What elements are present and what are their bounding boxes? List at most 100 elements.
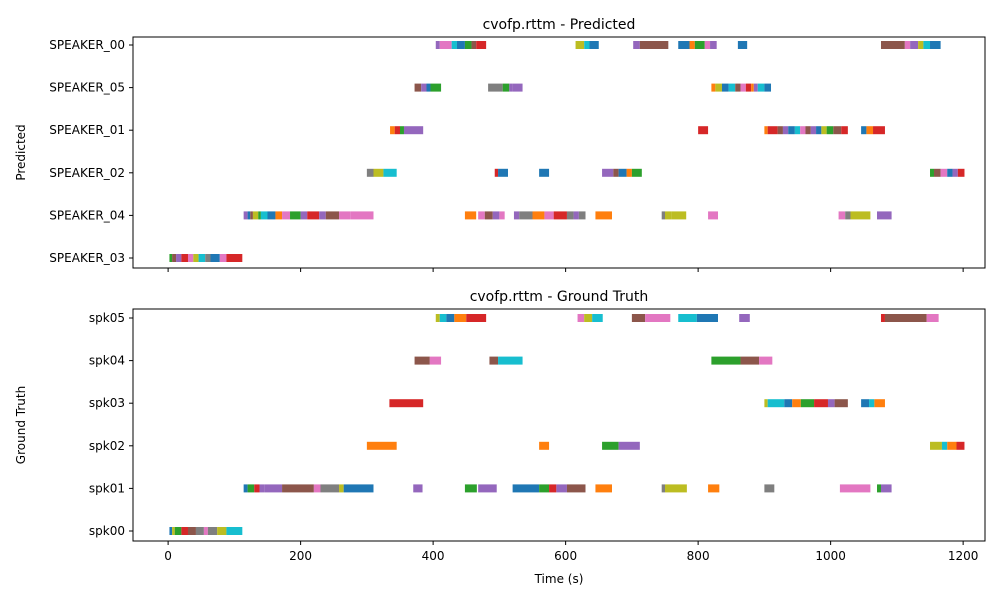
segment-SPEAKER_05 bbox=[414, 83, 422, 92]
segment-spk01 bbox=[708, 484, 720, 493]
segment-spk05 bbox=[446, 314, 455, 322]
segment-SPEAKER_00 bbox=[439, 41, 452, 49]
segment-spk05 bbox=[696, 314, 718, 322]
segment-SPEAKER_00 bbox=[689, 41, 695, 49]
segment-spk01 bbox=[880, 484, 892, 493]
segment-SPEAKER_05 bbox=[430, 83, 442, 92]
segment-SPEAKER_01 bbox=[767, 126, 778, 135]
x-tick-label: 600 bbox=[554, 549, 577, 563]
segment-SPEAKER_00 bbox=[694, 41, 705, 49]
segment-SPEAKER_05 bbox=[512, 83, 523, 92]
segment-SPEAKER_04 bbox=[464, 211, 477, 220]
segment-SPEAKER_02 bbox=[930, 168, 934, 177]
segment-SPEAKER_04 bbox=[300, 211, 308, 220]
y-axis-label: Ground Truth bbox=[14, 386, 28, 464]
segment-spk03 bbox=[861, 399, 870, 408]
segment-SPEAKER_03 bbox=[187, 254, 194, 262]
segment-SPEAKER_01 bbox=[800, 126, 806, 135]
segment-SPEAKER_04 bbox=[307, 211, 320, 220]
segment-spk03 bbox=[869, 399, 875, 408]
segment-SPEAKER_03 bbox=[219, 254, 227, 262]
segment-SPEAKER_00 bbox=[704, 41, 711, 49]
segment-SPEAKER_02 bbox=[952, 168, 958, 177]
segment-SPEAKER_01 bbox=[403, 126, 424, 135]
segment-SPEAKER_02 bbox=[631, 168, 642, 177]
segment-spk05 bbox=[454, 314, 467, 322]
segment-spk01 bbox=[339, 484, 344, 493]
segment-spk03 bbox=[814, 399, 828, 408]
segment-SPEAKER_01 bbox=[810, 126, 817, 135]
segment-SPEAKER_01 bbox=[816, 126, 822, 135]
segment-spk01 bbox=[661, 484, 665, 493]
segment-SPEAKER_05 bbox=[745, 83, 752, 92]
segment-spk04 bbox=[740, 356, 760, 365]
segment-SPEAKER_04 bbox=[850, 211, 871, 220]
segment-spk00 bbox=[174, 527, 182, 535]
segment-spk01 bbox=[665, 484, 687, 493]
segment-spk00 bbox=[172, 527, 175, 535]
segment-SPEAKER_03 bbox=[198, 254, 206, 262]
segment-spk01 bbox=[282, 484, 314, 493]
segment-SPEAKER_04 bbox=[553, 211, 567, 220]
segment-SPEAKER_04 bbox=[282, 211, 291, 220]
segment-SPEAKER_03 bbox=[176, 254, 182, 262]
segment-SPEAKER_03 bbox=[193, 254, 199, 262]
segment-spk00 bbox=[226, 527, 243, 535]
segment-spk01 bbox=[549, 484, 557, 493]
y-axis-label: Predicted bbox=[14, 124, 28, 180]
segment-SPEAKER_00 bbox=[678, 41, 690, 49]
segment-spk01 bbox=[764, 484, 775, 493]
segment-SPEAKER_04 bbox=[513, 211, 520, 220]
segment-SPEAKER_05 bbox=[509, 83, 513, 92]
segment-spk01 bbox=[243, 484, 248, 493]
segment-SPEAKER_04 bbox=[838, 211, 846, 220]
x-tick-label: 0 bbox=[164, 549, 172, 563]
segment-SPEAKER_04 bbox=[243, 211, 248, 220]
segment-SPEAKER_03 bbox=[172, 254, 177, 262]
segment-SPEAKER_04 bbox=[708, 211, 719, 220]
x-tick-label: 800 bbox=[687, 549, 710, 563]
segment-spk04 bbox=[498, 356, 523, 365]
segment-spk01 bbox=[566, 484, 586, 493]
segment-SPEAKER_03 bbox=[205, 254, 211, 262]
segment-SPEAKER_04 bbox=[252, 211, 259, 220]
segment-spk01 bbox=[512, 484, 540, 493]
y-tick-label: SPEAKER_03 bbox=[49, 251, 125, 265]
segment-SPEAKER_01 bbox=[777, 126, 783, 135]
segment-SPEAKER_01 bbox=[390, 126, 395, 135]
segment-SPEAKER_00 bbox=[451, 41, 457, 49]
segment-spk05 bbox=[584, 314, 593, 322]
segment-SPEAKER_04 bbox=[350, 211, 374, 220]
segment-spk01 bbox=[343, 484, 374, 493]
segment-SPEAKER_00 bbox=[710, 41, 717, 49]
segment-spk05 bbox=[678, 314, 697, 322]
y-tick-label: SPEAKER_00 bbox=[49, 38, 125, 52]
segment-SPEAKER_00 bbox=[904, 41, 911, 49]
segment-SPEAKER_04 bbox=[532, 211, 545, 220]
segment-SPEAKER_02 bbox=[940, 168, 948, 177]
segment-SPEAKER_00 bbox=[737, 41, 748, 49]
segment-spk02 bbox=[930, 441, 942, 450]
x-tick-label: 400 bbox=[422, 549, 445, 563]
segment-spk05 bbox=[466, 314, 487, 322]
y-tick-label: spk01 bbox=[89, 481, 125, 495]
segment-spk01 bbox=[247, 484, 255, 493]
segment-SPEAKER_00 bbox=[584, 41, 590, 49]
segment-SPEAKER_05 bbox=[711, 83, 716, 92]
segment-SPEAKER_04 bbox=[877, 211, 892, 220]
segment-SPEAKER_01 bbox=[861, 126, 867, 135]
segment-SPEAKER_01 bbox=[400, 126, 404, 135]
segment-SPEAKER_04 bbox=[519, 211, 533, 220]
segment-spk01 bbox=[839, 484, 871, 493]
y-tick-label: spk05 bbox=[89, 311, 125, 325]
predicted-plot: SPEAKER_00 SPEAKER_05 SPEAKER_01 SPEAKER_02… bbox=[14, 17, 986, 272]
segment-spk01 bbox=[464, 484, 477, 493]
segment-SPEAKER_02 bbox=[494, 168, 499, 177]
segment-SPEAKER_04 bbox=[339, 211, 351, 220]
axes-frame bbox=[132, 36, 986, 269]
segment-SPEAKER_04 bbox=[671, 211, 687, 220]
segment-SPEAKER_02 bbox=[602, 168, 614, 177]
segment-SPEAKER_00 bbox=[471, 41, 477, 49]
segment-SPEAKER_00 bbox=[464, 41, 472, 49]
segment-SPEAKER_00 bbox=[910, 41, 919, 49]
